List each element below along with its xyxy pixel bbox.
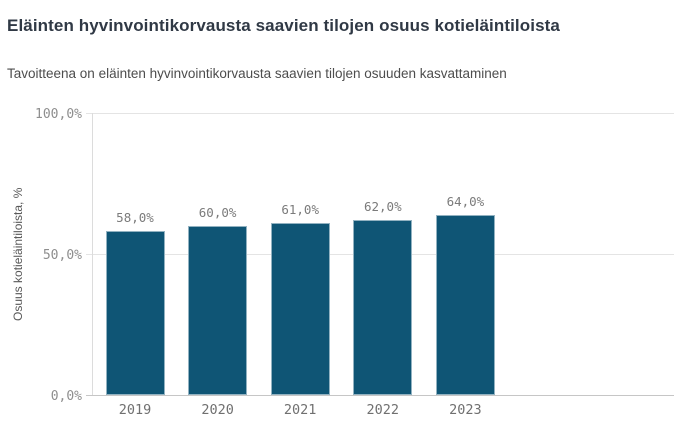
bar-value-label: 64,0%	[446, 193, 485, 209]
x-tick-label: 2022	[366, 402, 400, 418]
bar[interactable]	[270, 222, 330, 395]
chart-subtitle: Tavoitteena on eläinten hyvinvointikorva…	[7, 66, 507, 81]
y-axis-title: Osuus kotieläintiloista, %	[11, 187, 25, 321]
bar[interactable]	[353, 220, 413, 395]
bar-value-label: 62,0%	[363, 199, 402, 215]
bar-value-label: 61,0%	[281, 201, 319, 217]
y-axis-line	[92, 113, 93, 395]
x-tick-label: 2021	[283, 402, 317, 418]
y-tick-label: 0,0%	[50, 389, 82, 404]
bar-value-label: 58,0%	[116, 210, 154, 226]
x-tick-label: 2019	[118, 402, 152, 418]
grid-line	[86, 112, 674, 114]
y-tick-label: 100,0%	[35, 107, 82, 122]
x-tick-label: 2023	[449, 402, 482, 418]
bar-value-label: 60,0%	[198, 204, 237, 220]
y-tick-label: 50,0%	[42, 248, 82, 263]
chart-title: Eläinten hyvinvointikorvausta saavien ti…	[7, 16, 560, 35]
bar[interactable]	[435, 214, 495, 395]
x-tick-label: 2020	[201, 402, 234, 418]
bar[interactable]	[188, 225, 248, 395]
bar[interactable]	[105, 231, 165, 395]
grid-line	[86, 394, 674, 396]
